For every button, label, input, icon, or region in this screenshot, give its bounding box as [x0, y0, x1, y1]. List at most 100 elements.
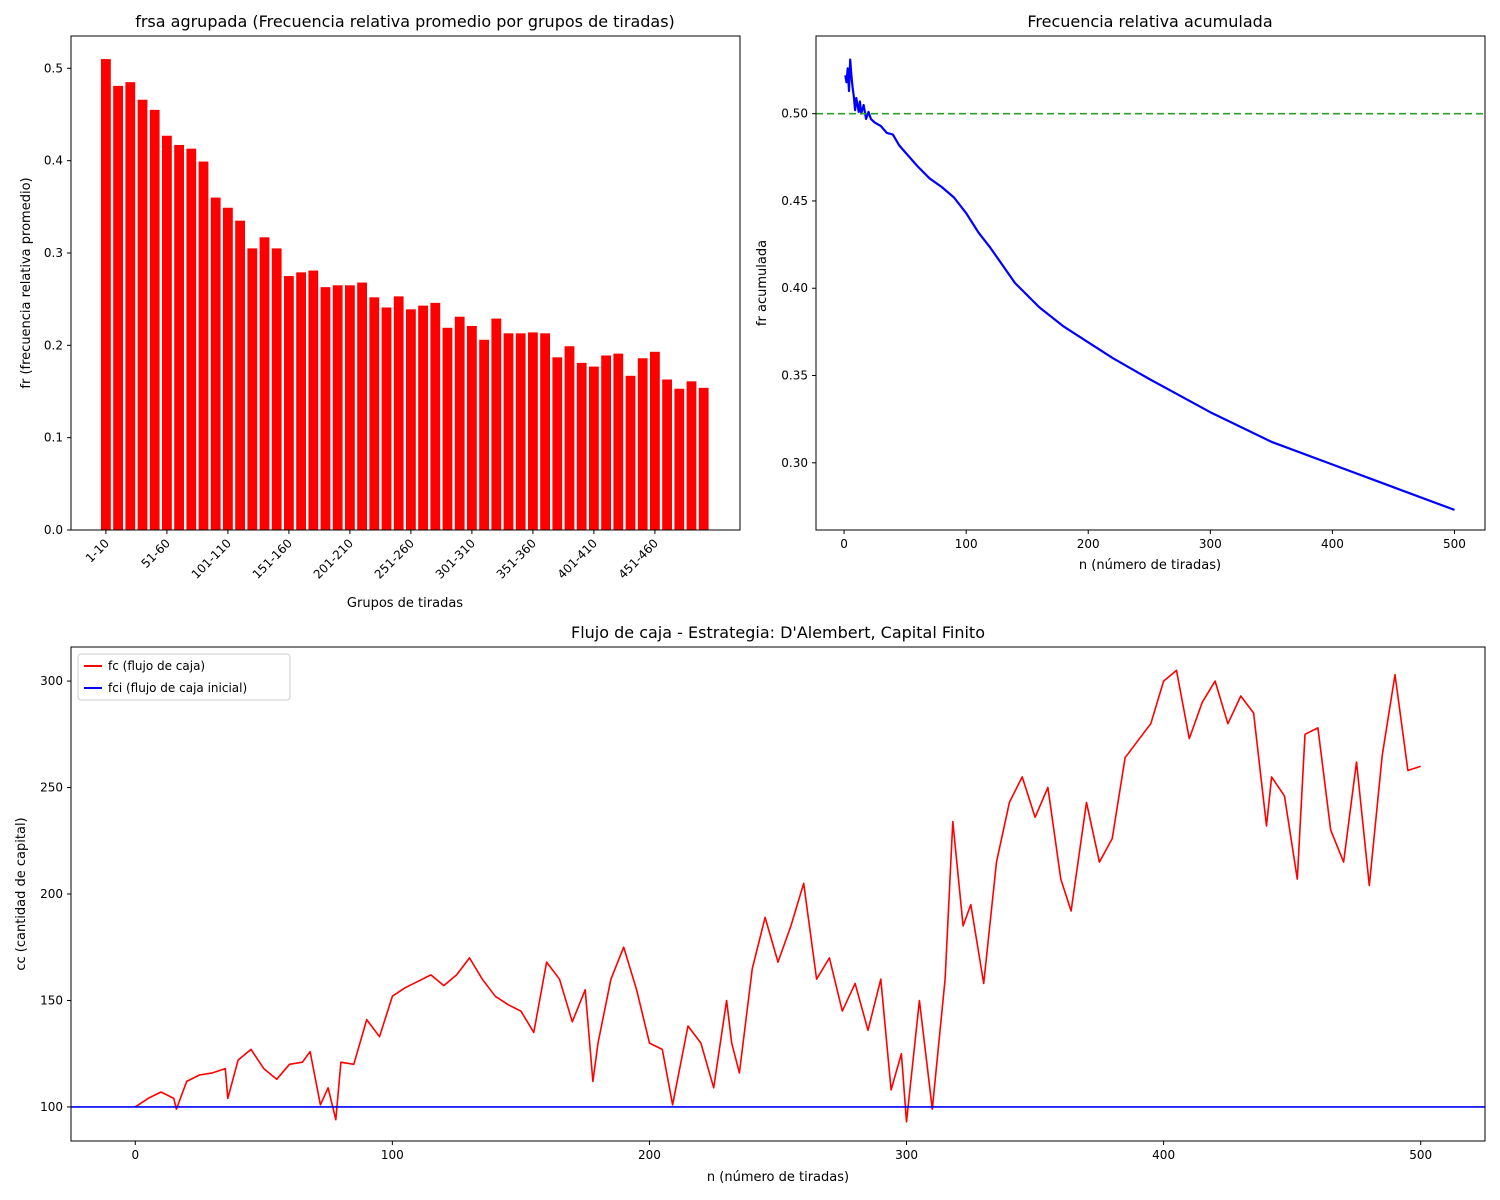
- bar-chart-xlabel: Grupos de tiradas: [347, 596, 463, 611]
- x-tick-label: 300: [895, 1148, 918, 1162]
- bar: [479, 339, 489, 530]
- bar: [564, 346, 575, 530]
- x-tick-label: 100: [955, 537, 978, 551]
- y-tick-label: 0.50: [781, 107, 808, 121]
- bar: [345, 285, 355, 530]
- x-tick-label: 300: [1199, 537, 1222, 551]
- cash-flow-legend: fc (flujo de caja) fci (flujo de caja in…: [77, 653, 291, 701]
- cumulative-chart-axes: 0 100 200 300 400 500 0.30 0.35 0.40 0.45 0.50: [781, 107, 1466, 551]
- y-tick-label: 0.4: [44, 154, 63, 168]
- series-line: [844, 58, 1455, 511]
- bar: [467, 325, 477, 530]
- bar: [369, 297, 380, 530]
- bar: [284, 276, 294, 530]
- bar: [125, 82, 136, 531]
- x-tick-label: 0: [840, 537, 848, 551]
- bar: [406, 309, 416, 530]
- y-tick-label: 0.45: [781, 194, 808, 208]
- cash-flow-frame: [70, 646, 1486, 1142]
- bar: [137, 99, 148, 530]
- bar: [320, 287, 331, 530]
- bar-series: [101, 59, 709, 531]
- bar: [174, 144, 184, 530]
- y-tick-label: 0.30: [781, 456, 808, 470]
- y-tick-label: 0.0: [44, 523, 63, 537]
- bar: [442, 327, 453, 530]
- bar: [430, 302, 441, 530]
- cash-flow-series: [71, 669, 1485, 1123]
- y-tick-label: 100: [40, 1100, 63, 1114]
- bar: [271, 248, 282, 530]
- bar: [223, 207, 233, 530]
- bar: [674, 388, 685, 530]
- bar: [198, 161, 209, 530]
- bar: [637, 358, 648, 530]
- y-tick-label: 0.5: [44, 61, 63, 75]
- cash-flow-title: Flujo de caja - Estrategia: D'Alembert, …: [571, 623, 985, 642]
- bar: [210, 197, 221, 530]
- bar: [101, 59, 111, 531]
- bar: [186, 148, 197, 531]
- bar: [247, 248, 258, 530]
- bar: [454, 316, 465, 530]
- x-tick-label: 500: [1409, 1148, 1432, 1162]
- x-tick-label: 100: [381, 1148, 404, 1162]
- bar-chart-panel: frsa agrupada (Frecuencia relativa prome…: [19, 12, 741, 611]
- bar-chart-title: frsa agrupada (Frecuencia relativa prome…: [135, 12, 675, 31]
- bar: [698, 387, 709, 530]
- y-tick-label: 200: [40, 887, 63, 901]
- cumulative-frequency-panel: Frecuencia relativa acumulada 0 100 200 300…: [755, 12, 1486, 573]
- bar: [162, 135, 172, 530]
- bar: [503, 333, 514, 530]
- x-tick-label: 0: [131, 1148, 139, 1162]
- x-tick-label: 200: [1077, 537, 1100, 551]
- y-tick-label: 0.40: [781, 281, 808, 295]
- bar: [613, 353, 624, 530]
- bar: [552, 357, 563, 530]
- cumulative-chart-ylabel: fr acumulada: [755, 240, 770, 326]
- x-tick-label: 400: [1321, 537, 1344, 551]
- bar: [381, 307, 392, 530]
- bar: [625, 375, 636, 530]
- bar: [601, 355, 611, 530]
- bar: [308, 270, 319, 530]
- y-tick-label: 0.35: [781, 369, 808, 383]
- bar: [662, 379, 672, 530]
- cash-flow-panel: Flujo de caja - Estrategia: D'Alembert, …: [14, 623, 1486, 1185]
- x-tick-label: 200: [638, 1148, 661, 1162]
- cumulative-series: [816, 58, 1485, 511]
- bar: [113, 85, 123, 530]
- bar: [393, 296, 404, 530]
- bar: [418, 305, 428, 530]
- y-tick-label: 300: [40, 674, 63, 688]
- bar: [650, 351, 660, 530]
- x-tick-label: 400: [1152, 1148, 1175, 1162]
- bar-chart-frame: [70, 35, 741, 531]
- bar: [576, 362, 587, 530]
- y-tick-label: 250: [40, 781, 63, 795]
- y-tick-label: 0.2: [44, 338, 63, 352]
- series-line: [134, 669, 1421, 1123]
- bar: [528, 332, 538, 530]
- bar: [296, 272, 306, 530]
- bar: [515, 333, 526, 530]
- bar: [149, 109, 160, 531]
- y-tick-label: 150: [40, 993, 63, 1007]
- bar: [235, 220, 245, 530]
- cumulative-chart-frame: [815, 35, 1486, 531]
- cumulative-chart-xlabel: n (número de tiradas): [1079, 558, 1221, 573]
- bar-chart-ylabel: fr (frecuencia relativa promedio): [19, 177, 34, 388]
- cash-flow-ylabel: cc (cantidad de capital): [14, 817, 29, 970]
- legend-fc-label: fc (flujo de caja): [108, 659, 205, 673]
- bar: [540, 333, 550, 530]
- y-tick-label: 0.3: [44, 246, 63, 260]
- legend-fci-label: fci (flujo de caja inicial): [108, 681, 247, 695]
- bar: [259, 237, 270, 530]
- bar: [491, 318, 502, 530]
- cash-flow-axes: 0 100 200 300 400 500 100 150 200 250 300: [40, 674, 1432, 1162]
- bar: [332, 285, 343, 530]
- cash-flow-xlabel: n (número de tiradas): [707, 1170, 849, 1185]
- bar: [686, 381, 697, 530]
